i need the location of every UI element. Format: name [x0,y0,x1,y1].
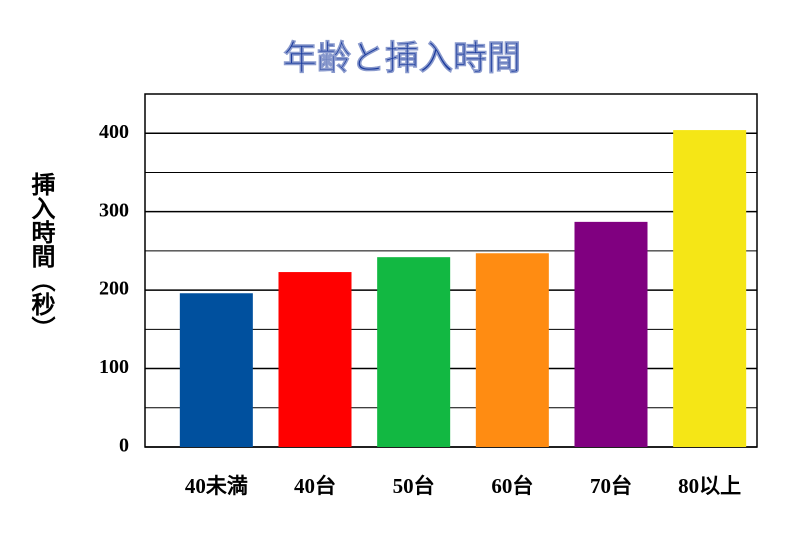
bar [377,257,451,447]
x-tick-label: 50台 [393,474,435,498]
x-tick-label: 70台 [590,474,632,498]
y-tick-label: 400 [99,121,129,143]
x-tick-label: 80以上 [678,474,741,498]
y-tick-label: 200 [99,278,129,300]
bar [475,253,549,447]
bar [574,221,648,447]
chart-title: 年齢と挿入時間 [283,39,521,79]
y-tick-label: 100 [99,356,129,378]
y-axis-label: 挿入時間（秒） [27,172,55,340]
x-tick-label: 40未満 [185,474,248,498]
bar [673,130,747,447]
y-tick-label: 300 [99,199,129,221]
y-tick-label: 0 [119,435,129,457]
bar [278,272,352,447]
bar [179,293,253,447]
x-tick-label: 60台 [491,474,533,498]
x-tick-label: 40台 [294,474,336,498]
